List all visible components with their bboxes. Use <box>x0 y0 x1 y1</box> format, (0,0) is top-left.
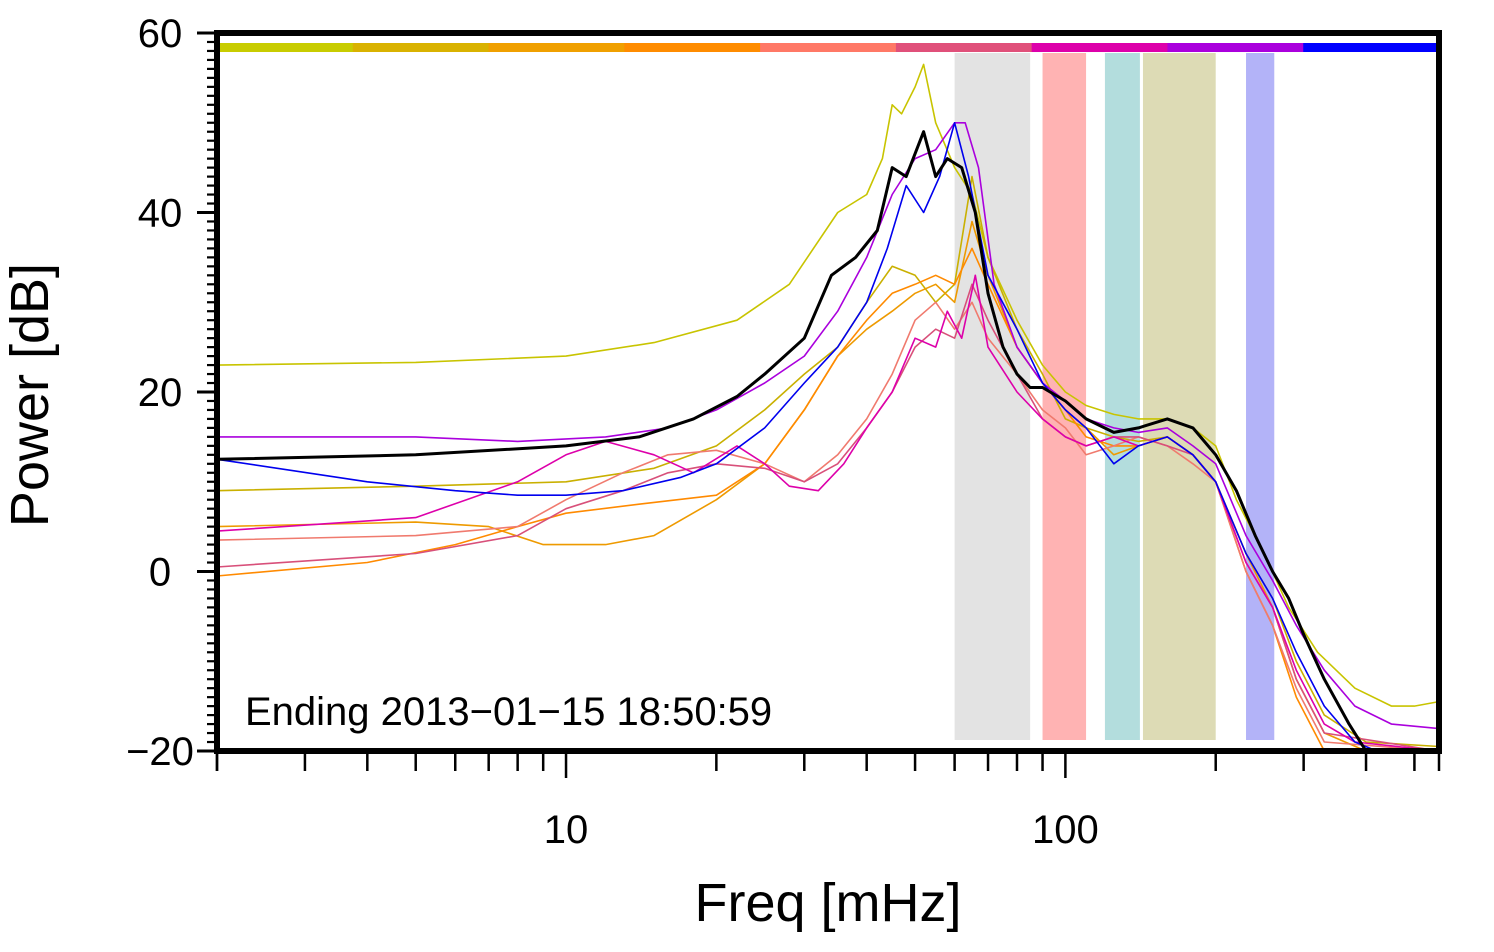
spectrum-line-8 <box>217 122 1439 730</box>
frequency-bands <box>954 53 1275 740</box>
color-bar-segment-8 <box>1167 43 1304 52</box>
color-bar-segment-2 <box>352 43 490 52</box>
color-bar-segment-6 <box>895 43 1033 52</box>
color-bar-segment-7 <box>1031 43 1168 52</box>
color-bar-segment-1 <box>217 43 354 52</box>
spectrum-line-10 <box>217 130 1439 751</box>
y-axis-label: Power [dB] <box>0 263 60 527</box>
frequency-band-1 <box>954 53 1031 740</box>
color-bar-segment-3 <box>488 43 625 52</box>
y-tick-label: 0 <box>149 551 171 595</box>
y-tick-label: 60 <box>138 12 183 56</box>
color-bar-segment-4 <box>624 43 761 52</box>
y-tick-label: 40 <box>138 192 183 236</box>
spectrum-line-7 <box>217 274 1439 751</box>
time-color-bar <box>217 43 1440 52</box>
color-bar-segment-5 <box>760 43 897 52</box>
x-axis-label: Freq [mHz] <box>694 873 961 933</box>
frequency-band-4 <box>1142 53 1216 740</box>
spectrum-lines <box>217 63 1439 751</box>
x-tick-label: 100 <box>1032 808 1099 852</box>
x-tick-label: 10 <box>544 808 589 852</box>
x-axis-ticks: 10 100 <box>215 751 1441 852</box>
color-bar-segment-9 <box>1303 43 1440 52</box>
frequency-band-2 <box>1042 53 1087 740</box>
frequency-band-3 <box>1104 53 1140 740</box>
chart-annotation: Ending 2013−01−15 18:50:59 <box>245 690 772 734</box>
frequency-band-5 <box>1246 53 1275 740</box>
spectrum-line-9 <box>217 122 1439 751</box>
y-tick-label: 20 <box>138 371 183 415</box>
y-axis-ticks: 60 40 20 0 −20 <box>126 12 217 774</box>
y-tick-label: −20 <box>126 730 194 774</box>
